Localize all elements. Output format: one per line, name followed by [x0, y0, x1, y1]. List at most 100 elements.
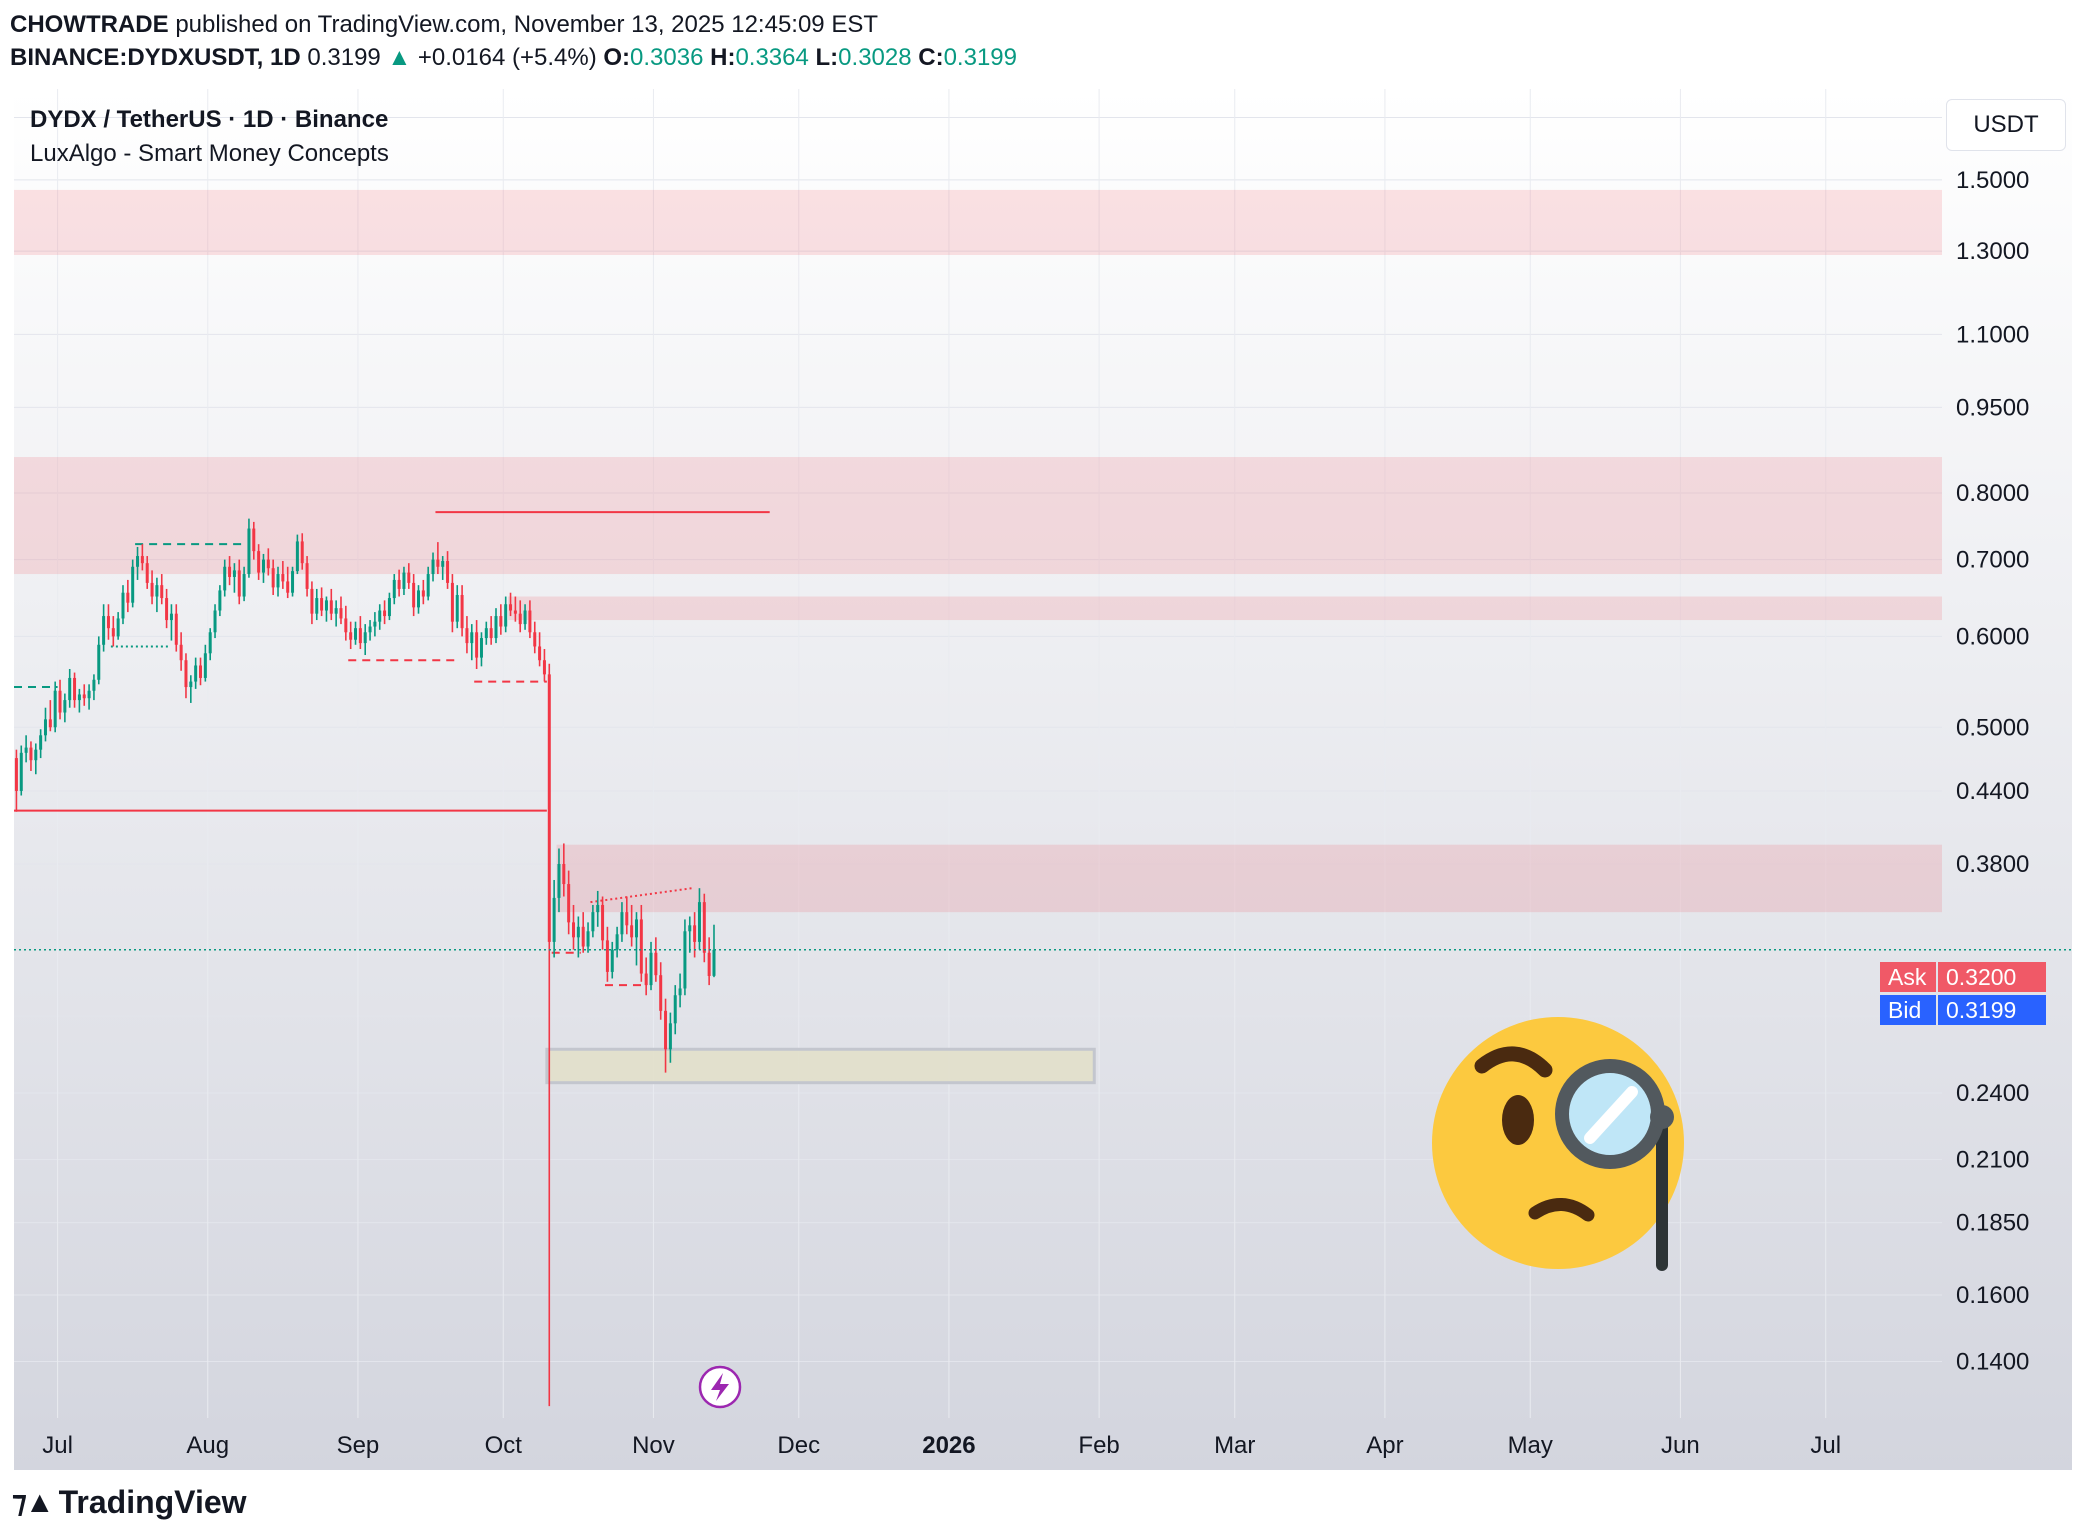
y-tick-label: 0.4400 [1956, 778, 2029, 805]
candle-body [58, 690, 62, 713]
supply-zone [508, 596, 1942, 621]
candle-body [625, 912, 629, 926]
open-label: O: [603, 44, 631, 71]
candle-body [266, 559, 270, 569]
candle-body [562, 863, 566, 885]
candle-body [407, 572, 411, 583]
candle-body [368, 626, 372, 633]
candle-body [102, 616, 106, 645]
candle-body [261, 559, 265, 573]
y-tick-label: 0.1600 [1956, 1282, 2029, 1309]
candle-body [305, 563, 309, 589]
candle-body [528, 610, 532, 633]
candle-body [82, 694, 86, 699]
candle-body [513, 610, 517, 614]
candle-body [504, 604, 508, 627]
candle-body [286, 581, 290, 593]
candle-body [615, 934, 619, 950]
publish-line: CHOWTRADE published on TradingView.com, … [10, 8, 1017, 41]
y-tick-label: 1.1000 [1956, 321, 2029, 348]
candle-body [634, 919, 638, 938]
y-tick-label: 1.3000 [1956, 238, 2029, 265]
y-tick-label: 0.9500 [1956, 394, 2029, 421]
candle-body [29, 747, 33, 761]
last-price: 0.3199 [307, 44, 381, 71]
x-tick-label: 2026 [922, 1432, 975, 1459]
symbol-title[interactable]: DYDX / TetherUS · 1D · Binance [30, 106, 389, 133]
x-tick-label: May [1508, 1432, 1553, 1459]
candle-body [702, 902, 706, 953]
author-name[interactable]: CHOWTRADE [10, 11, 169, 38]
candle-body [329, 600, 333, 614]
candle-body [39, 735, 43, 750]
candle-body [533, 632, 537, 647]
candle-body [295, 541, 299, 572]
candle-body [392, 579, 396, 599]
candle-body [232, 570, 236, 577]
candle-body [116, 618, 120, 637]
candle-body [605, 940, 609, 972]
candle-body [34, 749, 38, 761]
candle-body [53, 690, 57, 728]
candle-body [673, 995, 677, 1024]
candle-body [465, 628, 469, 644]
candle-body [145, 563, 149, 583]
x-tick-label: Jul [42, 1432, 73, 1459]
y-tick-label: 0.8000 [1956, 480, 2029, 507]
candle-body [213, 610, 217, 633]
candle-body [136, 556, 140, 567]
candle-body [252, 528, 256, 552]
close-label: C: [918, 44, 944, 71]
candle-body [441, 561, 445, 567]
x-tick-label: Oct [485, 1432, 523, 1459]
bid-price: 0.3199 [1938, 995, 2046, 1025]
candle-body [412, 582, 416, 608]
candle-body [630, 925, 634, 938]
high-value: 0.3364 [735, 44, 809, 71]
candle-body [160, 585, 164, 599]
candle-body [450, 582, 454, 622]
candle-body [19, 752, 23, 791]
ohlc-line: BINANCE:DYDXUSDT, 1D 0.3199 ▲ +0.0164 (+… [10, 41, 1017, 74]
candle-body [310, 588, 314, 614]
brand-name: TradingView [58, 1484, 247, 1520]
candle-body [416, 590, 420, 608]
candle-body [87, 690, 91, 699]
candle-body [664, 1010, 668, 1050]
candle-body [572, 922, 576, 938]
candle-body [421, 590, 425, 597]
candle-body [111, 628, 115, 637]
x-tick-label: Dec [777, 1432, 820, 1459]
candle-body [354, 628, 358, 640]
candle-body [494, 616, 498, 639]
y-tick-label: 1.5000 [1956, 167, 2029, 194]
candle-body [97, 644, 101, 680]
time-axis[interactable]: Jul Aug Sep Oct Nov Dec 2026 Feb Mar Apr May Jun Jul [42, 1432, 1841, 1459]
ask-price: 0.3200 [1938, 962, 2046, 992]
candle-body [431, 559, 435, 575]
supply-zone [556, 844, 1942, 913]
candle-body [208, 632, 212, 654]
candle-body [203, 653, 207, 678]
candle-body [300, 541, 304, 564]
candle-body [649, 952, 653, 986]
candle-body [697, 902, 701, 942]
candle-body [320, 598, 324, 611]
candle-body [446, 561, 450, 583]
candle-body [426, 574, 430, 597]
low-value: 0.3028 [838, 44, 912, 71]
candle-body [324, 600, 328, 611]
indicator-name[interactable]: LuxAlgo - Smart Money Concepts [30, 140, 389, 167]
candle-body [48, 719, 52, 728]
lightning-icon[interactable] [698, 1365, 742, 1409]
up-arrow-icon: ▲ [387, 44, 412, 71]
close-value: 0.3199 [943, 44, 1017, 71]
currency-button[interactable]: USDT [1946, 99, 2066, 151]
monocle-face-icon [1432, 1017, 1684, 1271]
tradingview-logo[interactable]: ⁊▲ TradingView [12, 1484, 247, 1521]
chart-header: CHOWTRADE published on TradingView.com, … [10, 8, 1017, 74]
price-axis[interactable]: 1.70001.50001.30001.10000.95000.80000.70… [1956, 104, 2029, 1375]
candle-body [509, 604, 513, 611]
x-tick-label: Apr [1366, 1432, 1403, 1459]
